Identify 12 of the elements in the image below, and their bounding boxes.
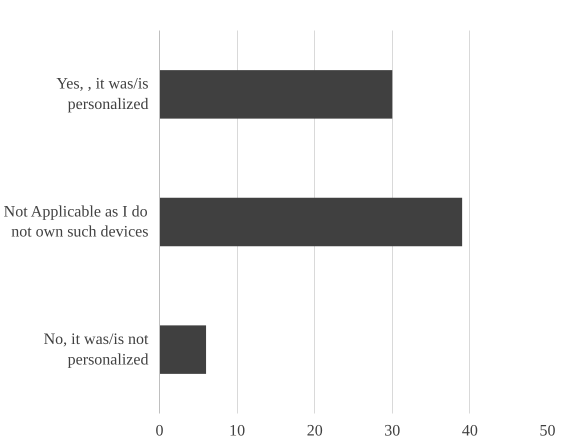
bar [160, 70, 392, 119]
x-tick-label: 40 [462, 422, 478, 438]
x-tick-label: 20 [306, 422, 323, 438]
y-tick-label: Not Applicable as I do not own such devices [4, 203, 149, 241]
x-tick-label: 50 [540, 422, 556, 438]
bar [160, 198, 462, 246]
x-tick-label: 0 [156, 422, 164, 438]
bar [160, 325, 206, 374]
y-tick-label: No, it was/is not personalized [44, 330, 150, 368]
x-tick-label: 10 [229, 422, 246, 438]
x-tick-label: 30 [384, 422, 400, 438]
y-tick-label: Yes, , it was/is personalized [56, 76, 149, 114]
